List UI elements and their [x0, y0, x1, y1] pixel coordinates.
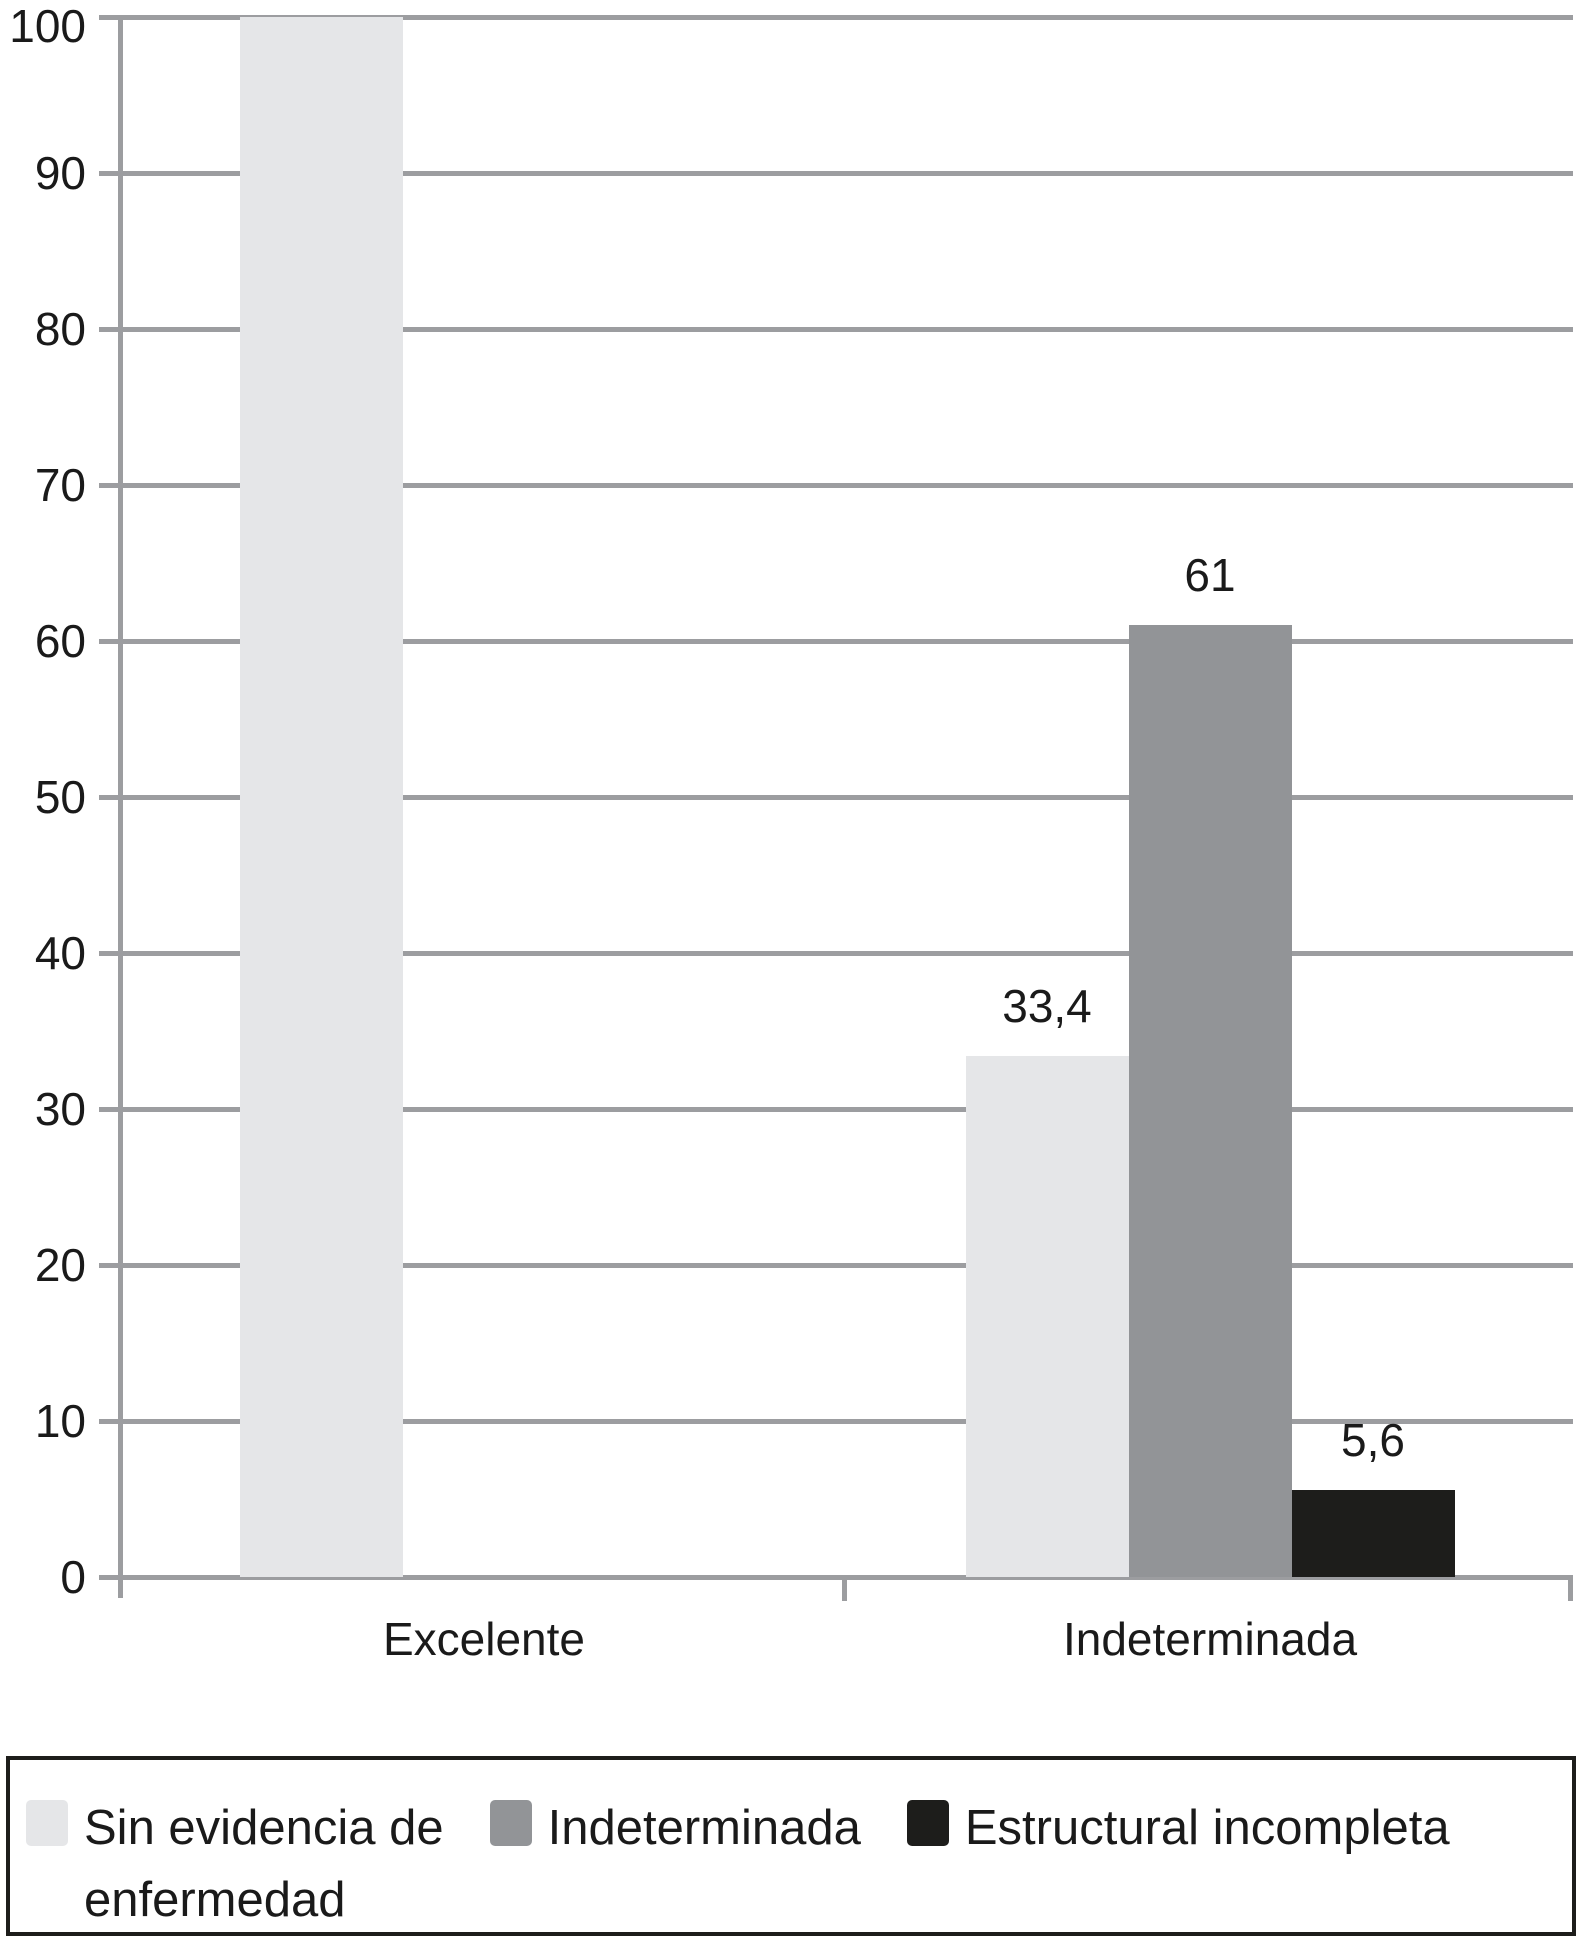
gridline	[99, 1418, 1573, 1424]
y-tick-label: 30	[34, 1083, 86, 1135]
y-tick-label: 50	[34, 771, 86, 823]
bar-value-label: 61	[1184, 549, 1236, 602]
x-category-label: Excelente	[382, 1613, 585, 1665]
gridline	[99, 1574, 1573, 1580]
y-tick-label: 70	[34, 459, 86, 511]
gridline	[99, 1106, 1573, 1112]
bar	[239, 17, 403, 1577]
gridline	[99, 794, 1573, 800]
y-tick-label: 80	[34, 303, 86, 355]
y-tick-label: 100	[9, 0, 86, 52]
gridline	[99, 14, 1573, 20]
gridline	[99, 326, 1573, 332]
y-tick-label: 60	[34, 615, 86, 667]
x-axis-tick	[842, 1577, 847, 1601]
y-tick-label: 10	[34, 1395, 86, 1447]
gridline	[99, 170, 1573, 176]
gridline	[99, 1262, 1573, 1268]
bar	[965, 1055, 1129, 1577]
legend-item: Sin evidencia de enfermedad	[26, 1792, 444, 1936]
legend-label: Sin evidencia de enfermedad	[84, 1801, 444, 1927]
bar	[1128, 625, 1292, 1577]
x-category-label: Indeterminada	[1062, 1613, 1358, 1665]
legend-label: Indeterminada	[547, 1801, 861, 1855]
chart-legend: Sin evidencia de enfermedad Indeterminada E…	[6, 1756, 1576, 1936]
bar-value-label: 5,6	[1341, 1413, 1405, 1466]
y-tick-label: 90	[34, 147, 86, 199]
legend-swatch	[489, 1800, 532, 1846]
gridline	[99, 638, 1573, 644]
legend-label: Estructural incompleta	[964, 1801, 1450, 1855]
legend-swatch	[906, 1800, 949, 1846]
gridline	[99, 482, 1573, 488]
legend-item: Indeterminada	[489, 1792, 861, 1864]
x-axis-tick	[1568, 1577, 1573, 1601]
chart-legend-content: Sin evidencia de enfermedad Indeterminada E…	[26, 1792, 1564, 1936]
legend-swatch	[26, 1800, 68, 1846]
bar-value-label: 33,4	[1002, 979, 1092, 1032]
bar	[1291, 1489, 1455, 1577]
legend-item: Estructural incompleta	[906, 1792, 1450, 1864]
bar-chart: 0 10 20 30 40 50 60 70 80 90 100 Excelente 33,4 61 5,6…	[9, 0, 1573, 1665]
y-tick-label: 40	[34, 927, 86, 979]
gridline	[99, 950, 1573, 956]
y-axis-line	[118, 15, 123, 1598]
y-tick-label: 0	[60, 1551, 86, 1603]
y-tick-label: 20	[34, 1239, 86, 1291]
